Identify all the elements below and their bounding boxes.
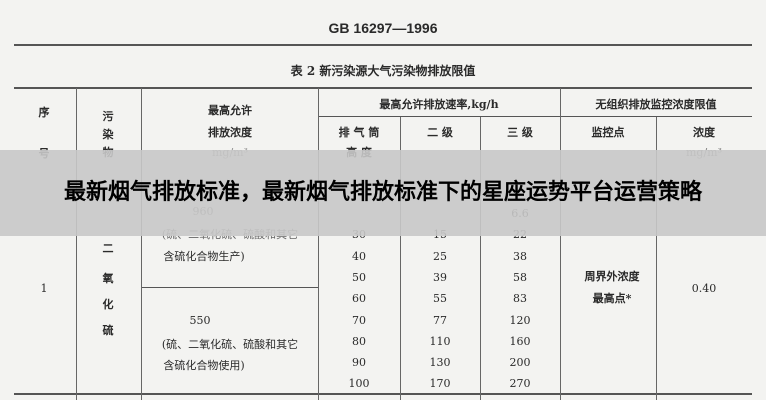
pollutant-name: 氧 xyxy=(102,272,114,285)
rate-cell-grade2: 55 xyxy=(433,292,447,306)
title-banner: 最新烟气排放标准，最新烟气排放标准下的星座运势平台运营策略 xyxy=(0,150,766,236)
header-grade3: 三 级 xyxy=(507,126,533,139)
rate-cell-grade3: 120 xyxy=(509,313,531,327)
conc-b-note: (硫、二氧化硫、硫酸和其它 xyxy=(161,338,299,351)
rate-cell-height: 60 xyxy=(352,292,366,306)
rate-cell-height: 70 xyxy=(352,313,366,327)
header-max-rate: 最高允许排放速率,kg/h xyxy=(379,98,499,111)
overlay-title: 最新烟气排放标准，最新烟气排放标准下的星座运势平台运营策略 xyxy=(63,180,702,205)
table-bottom-border xyxy=(14,393,752,395)
table-title: 表 2 新污染源大气污染物排放限值 xyxy=(290,64,476,78)
col-divider xyxy=(480,117,481,400)
col-divider xyxy=(400,117,401,400)
header-max-conc: 最高允许 xyxy=(208,104,252,117)
rate-cell-grade3: 160 xyxy=(509,334,531,348)
pollutant-name: 化 xyxy=(102,298,114,311)
serial-number: 1 xyxy=(40,282,48,295)
conc-divider xyxy=(141,287,318,288)
header-pollutant: 污 xyxy=(102,110,114,123)
col-divider xyxy=(318,88,319,400)
header-unorganized: 无组织排放监控浓度限值 xyxy=(595,98,717,111)
col-divider xyxy=(76,88,77,400)
standard-code: GB 16297—1996 xyxy=(328,20,438,36)
rate-cell-grade3: 58 xyxy=(513,270,527,284)
header-monitor-point: 监控点 xyxy=(591,126,625,139)
col-divider xyxy=(560,88,561,400)
concentration-value: 0.40 xyxy=(691,282,717,295)
rate-cell-grade3: 200 xyxy=(509,356,531,370)
table-top-border xyxy=(14,87,752,89)
rate-cell-grade2: 39 xyxy=(433,270,447,284)
pollutant-name: 二 xyxy=(102,242,114,255)
rate-cell-height: 50 xyxy=(352,270,366,284)
rate-cell-height: 40 xyxy=(352,249,366,263)
header-stack-height: 排 气 筒 xyxy=(338,126,380,139)
monitor-point: 最高点* xyxy=(592,292,632,305)
header-serial: 序 xyxy=(38,106,50,119)
header-grade2: 二 级 xyxy=(427,126,453,139)
rate-cell-height: 80 xyxy=(352,334,366,348)
rate-cell-grade3: 270 xyxy=(509,377,531,391)
top-rule xyxy=(14,44,752,46)
rate-cell-grade2: 130 xyxy=(429,356,451,370)
rate-cell-grade3: 38 xyxy=(513,249,527,263)
col-divider xyxy=(656,117,657,400)
rate-cell-grade3: 83 xyxy=(513,292,527,306)
rate-cell-grade2: 77 xyxy=(433,313,447,327)
rate-cell-grade2: 170 xyxy=(429,377,451,391)
rate-cell-height: 90 xyxy=(352,356,366,370)
rate-cell-height: 100 xyxy=(348,377,370,391)
subheader-divider xyxy=(318,116,752,117)
conc-b-value: 550 xyxy=(189,314,211,327)
col-divider xyxy=(141,88,142,400)
conc-b-note: 含硫化合物使用) xyxy=(163,359,245,372)
pollutant-name: 硫 xyxy=(102,324,114,337)
header-concentration: 浓度 xyxy=(693,126,715,139)
rate-cell-grade2: 110 xyxy=(429,334,451,348)
monitor-point: 周界外浓度 xyxy=(584,270,640,283)
conc-a-note: 含硫化合物生产) xyxy=(163,250,245,263)
rate-cell-grade2: 25 xyxy=(433,249,447,263)
header-max-conc: 排放浓度 xyxy=(208,126,252,139)
header-pollutant: 染 xyxy=(102,128,114,141)
